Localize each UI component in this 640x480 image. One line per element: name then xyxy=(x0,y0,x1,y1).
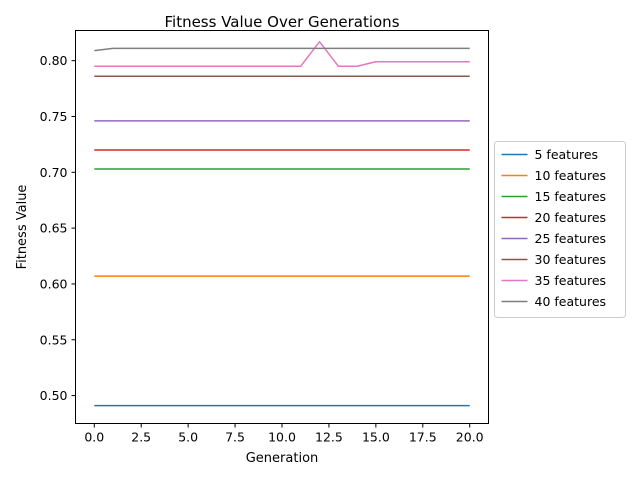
y-tick-label: 0.70 xyxy=(40,165,68,180)
x-tick-label: 15.0 xyxy=(362,430,390,445)
x-tick-label: 10.0 xyxy=(268,430,296,445)
y-tick-label: 0.50 xyxy=(40,388,68,403)
x-tick-label: 12.5 xyxy=(315,430,343,445)
x-tick-label: 7.5 xyxy=(225,430,245,445)
y-tick-label: 0.80 xyxy=(40,53,68,68)
y-tick-label: 0.55 xyxy=(40,332,68,347)
plot-lines xyxy=(94,40,470,407)
x-tick-label: 0.0 xyxy=(84,430,104,445)
legend-label: 15 features xyxy=(535,189,607,204)
series-line-7 xyxy=(94,40,470,67)
y-tick-label: 0.60 xyxy=(40,276,68,291)
legend-label: 5 features xyxy=(535,147,599,162)
y-axis-label: Fitness Value xyxy=(15,185,30,270)
legend-box xyxy=(494,141,626,318)
y-tick-label: 0.75 xyxy=(40,109,68,124)
legend-label: 10 features xyxy=(535,168,607,183)
legend-label: 30 features xyxy=(535,252,607,267)
y-axis: 0.50 0.55 0.60 0.65 0.70 0.75 0.80 xyxy=(40,53,76,403)
chart-title: Fitness Value Over Generations xyxy=(164,13,399,31)
legend: 5 features 10 features 15 features 20 featu… xyxy=(494,141,626,318)
legend-label: 25 features xyxy=(535,231,607,246)
legend-label: 35 features xyxy=(535,273,607,288)
x-tick-label: 20.0 xyxy=(456,430,484,445)
plot-frame xyxy=(75,30,489,424)
x-axis-label: Generation xyxy=(246,451,319,466)
legend-label: 40 features xyxy=(535,294,607,309)
x-axis: 0.0 2.5 5.0 7.5 10.0 12.5 15.0 17.5 20.0 xyxy=(84,423,484,445)
x-tick-label: 17.5 xyxy=(409,430,437,445)
x-tick-label: 5.0 xyxy=(178,430,198,445)
series-line-8 xyxy=(94,47,470,52)
x-tick-label: 2.5 xyxy=(131,430,151,445)
y-tick-label: 0.65 xyxy=(40,221,68,236)
legend-label: 20 features xyxy=(535,210,607,225)
